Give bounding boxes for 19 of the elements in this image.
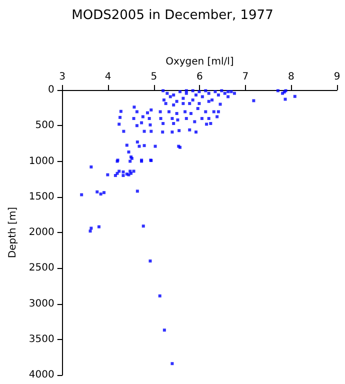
y-tick-label: 2000 (28, 227, 54, 238)
chart-title: MODS2005 in December, 1977 (72, 8, 274, 23)
y-tick-label: 1000 (28, 156, 54, 167)
x-tick-label: 8 (288, 72, 294, 82)
y-tick-label: 1500 (28, 191, 54, 202)
y-tick-label: 3000 (28, 298, 54, 310)
x-tick-label: 9 (334, 72, 340, 82)
y-tick-label: 4000 (28, 370, 54, 380)
x-tick-label: 3 (59, 72, 66, 82)
x-tick-label: 4 (104, 72, 112, 82)
x-tick-label: 5 (150, 72, 158, 82)
x-tick-label: 7 (242, 72, 249, 82)
y-tick-label: 0 (48, 84, 54, 96)
y-tick-label: 2500 (28, 262, 54, 274)
y-tick-label: 500 (35, 120, 54, 132)
y-axis-title: Depth [m] (8, 206, 18, 258)
x-axis-title: Oxygen [ml/l] (166, 56, 234, 68)
y-tick-label: 3500 (28, 334, 54, 345)
x-tick-label: 6 (196, 72, 203, 82)
